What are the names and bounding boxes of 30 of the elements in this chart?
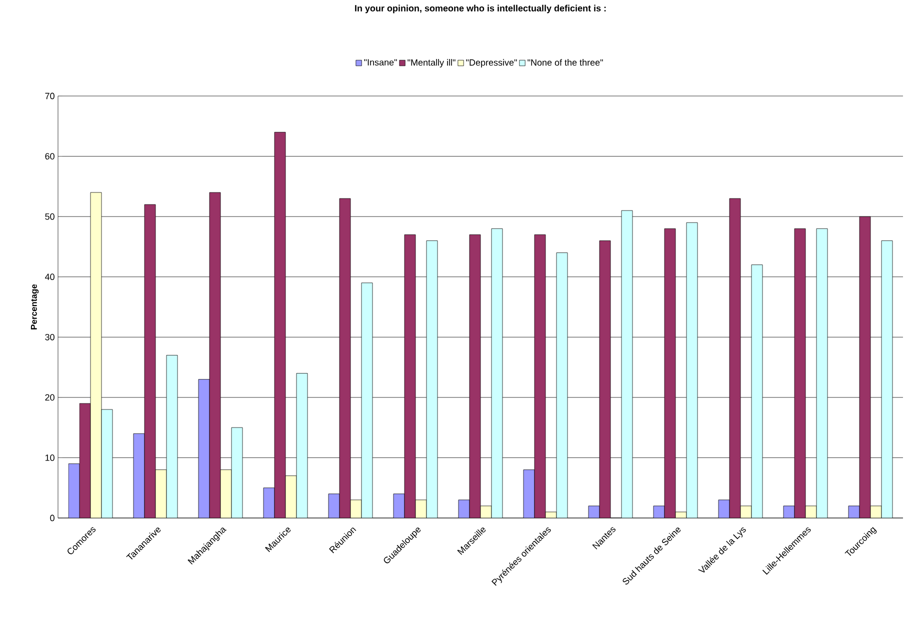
bar — [101, 409, 113, 518]
bar — [166, 355, 178, 518]
bar — [621, 210, 633, 518]
y-tick-label: 10 — [45, 454, 54, 461]
y-tick-label: 20 — [45, 394, 54, 401]
bar — [426, 240, 438, 518]
y-tick-label: 30 — [45, 334, 54, 340]
bar — [881, 240, 893, 518]
bar — [686, 222, 698, 518]
y-tick-label: 60 — [45, 153, 54, 160]
bar — [816, 228, 828, 518]
y-axis-title: Percentage — [30, 284, 39, 330]
y-tick-label: 70 — [45, 92, 54, 100]
bar — [296, 373, 308, 518]
bar — [491, 228, 503, 518]
legend-label: "Insane" — [364, 59, 397, 66]
y-tick-label: 40 — [45, 274, 54, 280]
bar — [361, 282, 373, 518]
bar — [751, 264, 763, 518]
bar — [556, 252, 568, 518]
y-tick-label: 50 — [45, 213, 54, 220]
y-tick-label: 0 — [50, 514, 54, 522]
legend-label: "Depressive" — [466, 59, 517, 68]
legend-label: "None of the three" — [528, 59, 603, 66]
bar — [90, 192, 102, 518]
bar — [220, 470, 232, 518]
chart-title: In your opinion, someone who is intellectually deficient is : — [355, 4, 606, 14]
bar — [155, 470, 167, 518]
bar — [231, 427, 243, 518]
legend-label: "Mentally ill" — [408, 59, 456, 68]
